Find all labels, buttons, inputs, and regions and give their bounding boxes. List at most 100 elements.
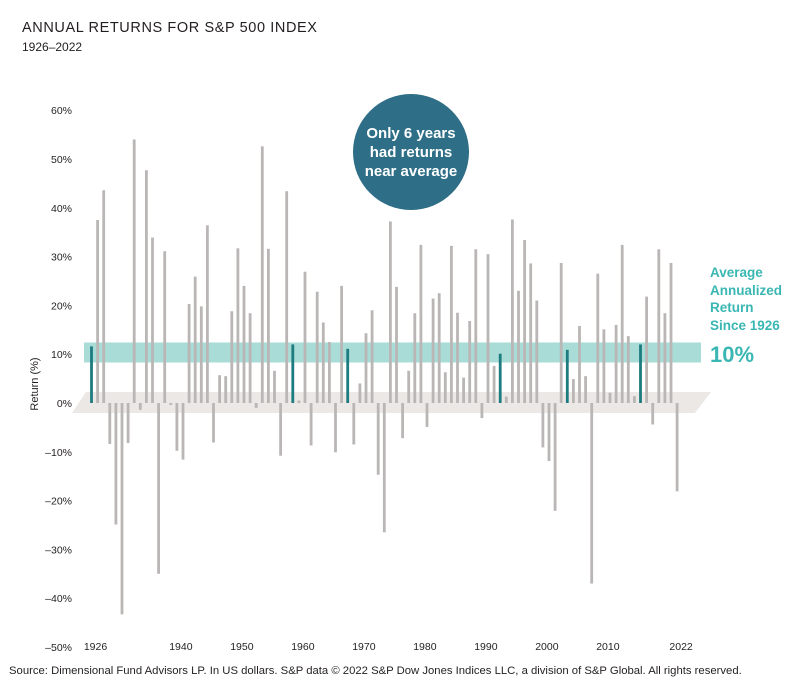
bar — [370, 310, 374, 403]
callout-line: had returns — [369, 143, 453, 161]
y-tick-label: –40% — [45, 593, 72, 605]
bar — [541, 403, 545, 448]
bar — [126, 403, 130, 444]
x-tick-label: 1940 — [169, 641, 193, 653]
bar — [321, 322, 325, 403]
bar — [364, 333, 368, 403]
bar — [328, 342, 331, 403]
bar — [511, 219, 514, 403]
bar — [230, 311, 234, 403]
average-label-line: Return — [710, 300, 754, 315]
y-tick-label: –10% — [45, 447, 72, 459]
bar — [382, 403, 386, 533]
bar — [163, 251, 167, 403]
average-label-line: Annualized — [710, 282, 783, 298]
bar — [547, 403, 551, 462]
y-tick-label: –20% — [45, 496, 72, 508]
bar — [480, 403, 484, 419]
bar-highlight — [565, 349, 569, 403]
bar — [145, 170, 148, 403]
bar — [590, 403, 594, 584]
bar — [663, 313, 667, 403]
bar — [425, 403, 429, 427]
bar-highlight — [291, 344, 295, 403]
bar — [578, 325, 581, 403]
bar — [309, 403, 313, 446]
bar — [626, 336, 630, 403]
bar — [669, 262, 673, 403]
bar — [504, 396, 508, 403]
x-axis-ticks: 1926 1940 1950 1960 1970 1980 1990 2000 2010 2022 — [84, 641, 693, 653]
bar — [675, 403, 679, 492]
bar — [242, 285, 246, 403]
bar — [645, 296, 648, 403]
x-tick-label: 1950 — [230, 641, 254, 653]
bar — [474, 249, 478, 403]
bar — [260, 146, 264, 403]
y-tick-label: –30% — [45, 544, 72, 556]
x-tick-label: 1980 — [413, 641, 437, 653]
bar — [157, 403, 160, 574]
bar — [407, 370, 411, 403]
bar — [401, 403, 404, 439]
x-tick-label: 1926 — [84, 641, 108, 653]
bar — [657, 249, 661, 403]
bar — [437, 293, 441, 403]
chart-subtitle: 1926–2022 — [22, 40, 83, 54]
callout-bubble: Only 6 years had returns near average — [353, 94, 469, 210]
bar-highlight — [639, 344, 642, 403]
bar — [224, 376, 228, 403]
bar — [212, 403, 215, 443]
bar — [608, 392, 612, 403]
bar — [267, 248, 270, 403]
average-label-line: Since 1926 — [710, 317, 780, 333]
bar — [114, 403, 118, 525]
average-label-line: Average — [710, 265, 763, 280]
bar — [572, 379, 575, 403]
bar — [468, 321, 472, 403]
y-tick-label: 0% — [57, 398, 72, 410]
bar — [431, 298, 435, 403]
bar — [187, 303, 191, 403]
source-note: Source: Dimensional Fund Advisors LP. In… — [9, 665, 742, 677]
bar — [596, 273, 600, 403]
bar — [181, 403, 185, 460]
bar — [279, 403, 282, 456]
y-tick-label: 30% — [51, 252, 72, 264]
bar — [169, 403, 173, 405]
bar — [492, 365, 496, 403]
bar — [517, 290, 520, 403]
bar — [285, 191, 289, 403]
y-tick-label: 20% — [51, 300, 72, 312]
bar — [633, 396, 636, 403]
bar — [254, 403, 258, 408]
bar — [206, 225, 209, 403]
callout-line: near average — [364, 162, 458, 180]
bar — [456, 312, 459, 403]
bar-highlight — [90, 346, 93, 403]
y-axis-label: Return (%) — [29, 357, 41, 410]
bar — [413, 313, 417, 403]
y-tick-label: 10% — [51, 349, 72, 361]
bar — [193, 276, 197, 403]
bar — [462, 377, 465, 403]
bar — [523, 240, 526, 403]
bar — [419, 244, 423, 403]
average-label: Average Annualized Return Since 1926 — [710, 264, 782, 334]
callout-line: Only 6 years — [366, 124, 456, 142]
bar — [151, 237, 154, 403]
average-value: 10% — [710, 342, 755, 367]
bar — [248, 313, 252, 403]
x-tick-label: 1960 — [291, 641, 315, 653]
x-tick-label: 2010 — [596, 641, 620, 653]
bar — [352, 403, 356, 445]
bar — [175, 403, 179, 451]
bar-series — [90, 139, 679, 615]
bar-highlight — [498, 353, 502, 403]
bar — [602, 329, 606, 403]
bar — [376, 403, 380, 475]
bar — [96, 220, 99, 403]
bar — [443, 372, 447, 403]
bar — [395, 286, 398, 403]
